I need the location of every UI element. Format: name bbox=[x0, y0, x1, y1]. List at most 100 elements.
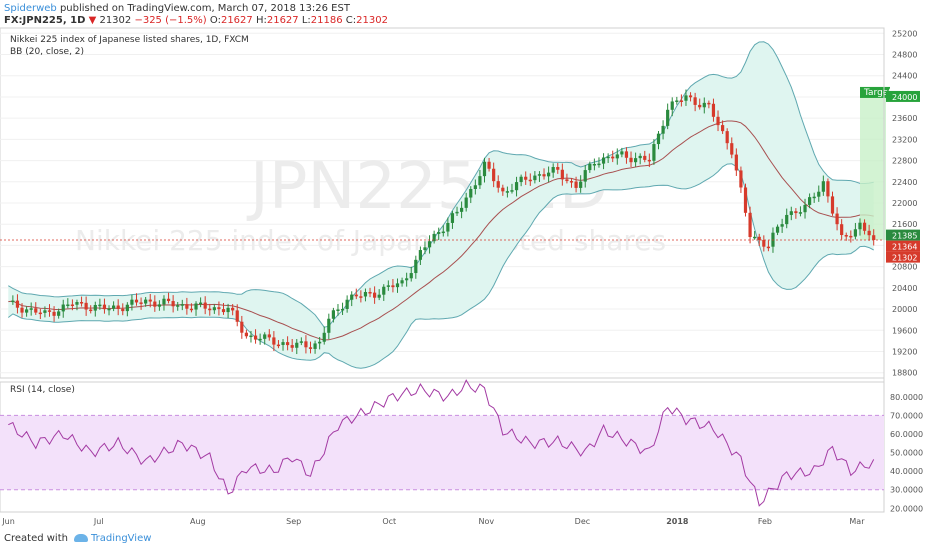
candle-body bbox=[368, 291, 372, 294]
candle-body bbox=[835, 213, 839, 225]
candle-body bbox=[153, 301, 157, 307]
candle-body bbox=[808, 197, 812, 205]
time-tick-label: Dec bbox=[575, 517, 590, 526]
candle-body bbox=[487, 161, 491, 169]
candle-body bbox=[753, 236, 757, 239]
time-tick-label: Nov bbox=[479, 517, 495, 526]
candle-body bbox=[400, 280, 404, 284]
candle-body bbox=[359, 296, 363, 298]
candle-body bbox=[336, 309, 340, 311]
low-label: L: bbox=[301, 15, 311, 26]
candle-body bbox=[171, 301, 175, 307]
close-label: C: bbox=[345, 15, 357, 26]
candle-body bbox=[624, 151, 629, 158]
candle-body bbox=[363, 291, 368, 297]
candle-body bbox=[867, 230, 871, 236]
candle-body bbox=[725, 131, 729, 144]
watermark-name: Nikkei 225 index of Japanese listed shar… bbox=[75, 224, 666, 257]
candle-body bbox=[688, 95, 693, 98]
rsi-line bbox=[8, 379, 875, 507]
candle-body bbox=[29, 308, 33, 310]
candle-body bbox=[208, 308, 212, 311]
candle-body bbox=[638, 155, 642, 159]
candle-body bbox=[281, 342, 285, 345]
candle-body bbox=[569, 181, 574, 183]
quote-line: FX:JPN225, 1D ▼ 21302 −325 (−1.5%) O:216… bbox=[4, 15, 388, 26]
candle-body bbox=[89, 309, 93, 312]
bb-legend: BB (20, close, 2) bbox=[10, 47, 84, 57]
candle-body bbox=[79, 302, 84, 304]
price-tick-label: 22800 bbox=[892, 157, 917, 166]
time-tick-label: Sep bbox=[286, 517, 301, 526]
target-label: Target bbox=[863, 88, 892, 98]
candle-body bbox=[460, 207, 464, 212]
candle-body bbox=[698, 104, 702, 108]
candle-body bbox=[496, 181, 500, 188]
time-tick-label: Mar bbox=[849, 517, 865, 526]
candle-body bbox=[762, 239, 766, 247]
candle-body bbox=[853, 229, 857, 237]
tradingview-brand[interactable]: TradingView bbox=[90, 533, 152, 544]
bb-upper-line bbox=[8, 41, 874, 328]
candle-body bbox=[789, 211, 793, 215]
bb-basis-line bbox=[8, 120, 874, 341]
price-tick-label: 24800 bbox=[892, 51, 917, 60]
candle-body bbox=[634, 158, 638, 163]
candle-body bbox=[125, 304, 129, 312]
author-link[interactable]: Spiderweb bbox=[4, 3, 57, 14]
candle-body bbox=[350, 294, 354, 300]
candle-body bbox=[377, 294, 381, 298]
chart-title: Nikkei 225 index of Japanese listed shar… bbox=[10, 35, 249, 45]
candle-body bbox=[505, 191, 509, 193]
candle-body bbox=[295, 342, 299, 348]
candle-body bbox=[812, 196, 816, 199]
candle-body bbox=[547, 172, 551, 177]
target-zone-box bbox=[860, 96, 886, 241]
candle-body bbox=[441, 231, 445, 234]
candle-body bbox=[38, 312, 42, 315]
candle-body bbox=[244, 332, 248, 337]
candle-body bbox=[775, 226, 780, 233]
candle-body bbox=[98, 304, 102, 307]
candle-body bbox=[263, 334, 267, 339]
candle-body bbox=[84, 302, 88, 310]
candle-body bbox=[464, 197, 468, 208]
high-label: H: bbox=[255, 15, 267, 26]
last-price-marker-box bbox=[886, 251, 920, 263]
candle-body bbox=[748, 212, 752, 237]
candle-body bbox=[286, 342, 290, 346]
candle-body bbox=[70, 304, 74, 306]
open-value: 21627 bbox=[220, 15, 253, 26]
price-tick-label: 23600 bbox=[892, 114, 917, 123]
candle-body bbox=[840, 224, 844, 236]
candle-body bbox=[189, 308, 194, 311]
candle-body bbox=[684, 95, 688, 101]
candle-body bbox=[501, 187, 505, 192]
candle-body bbox=[327, 318, 331, 333]
candle-body bbox=[450, 213, 455, 223]
candle-body bbox=[670, 101, 674, 110]
candle-body bbox=[730, 143, 734, 155]
candle-body bbox=[592, 163, 596, 166]
bb-fill bbox=[8, 41, 874, 369]
candle-body bbox=[574, 181, 578, 188]
candle-body bbox=[180, 304, 184, 306]
time-tick-label: Jun bbox=[1, 517, 15, 526]
candle-body bbox=[235, 310, 239, 322]
candle-body bbox=[395, 283, 400, 288]
candle-body bbox=[382, 286, 386, 295]
candle-body bbox=[711, 103, 716, 117]
candle-body bbox=[533, 175, 537, 181]
candle-body bbox=[299, 341, 303, 343]
candle-body bbox=[322, 332, 326, 342]
candle-body bbox=[652, 144, 656, 161]
rsi-axis[interactable]: 20.0000 30.0000 40.0000 50.0000 60.0000 70.00… bbox=[890, 393, 923, 513]
candle-body bbox=[492, 168, 496, 182]
time-axis[interactable]: Jun Jul Aug Sep Oct Nov Dec 2018 Feb Mar bbox=[0, 511, 884, 526]
candle-body bbox=[313, 343, 317, 349]
candle-body bbox=[849, 235, 853, 238]
candle-body bbox=[276, 344, 281, 347]
candle-body bbox=[267, 334, 271, 338]
price-tick-label: 24400 bbox=[892, 72, 917, 81]
